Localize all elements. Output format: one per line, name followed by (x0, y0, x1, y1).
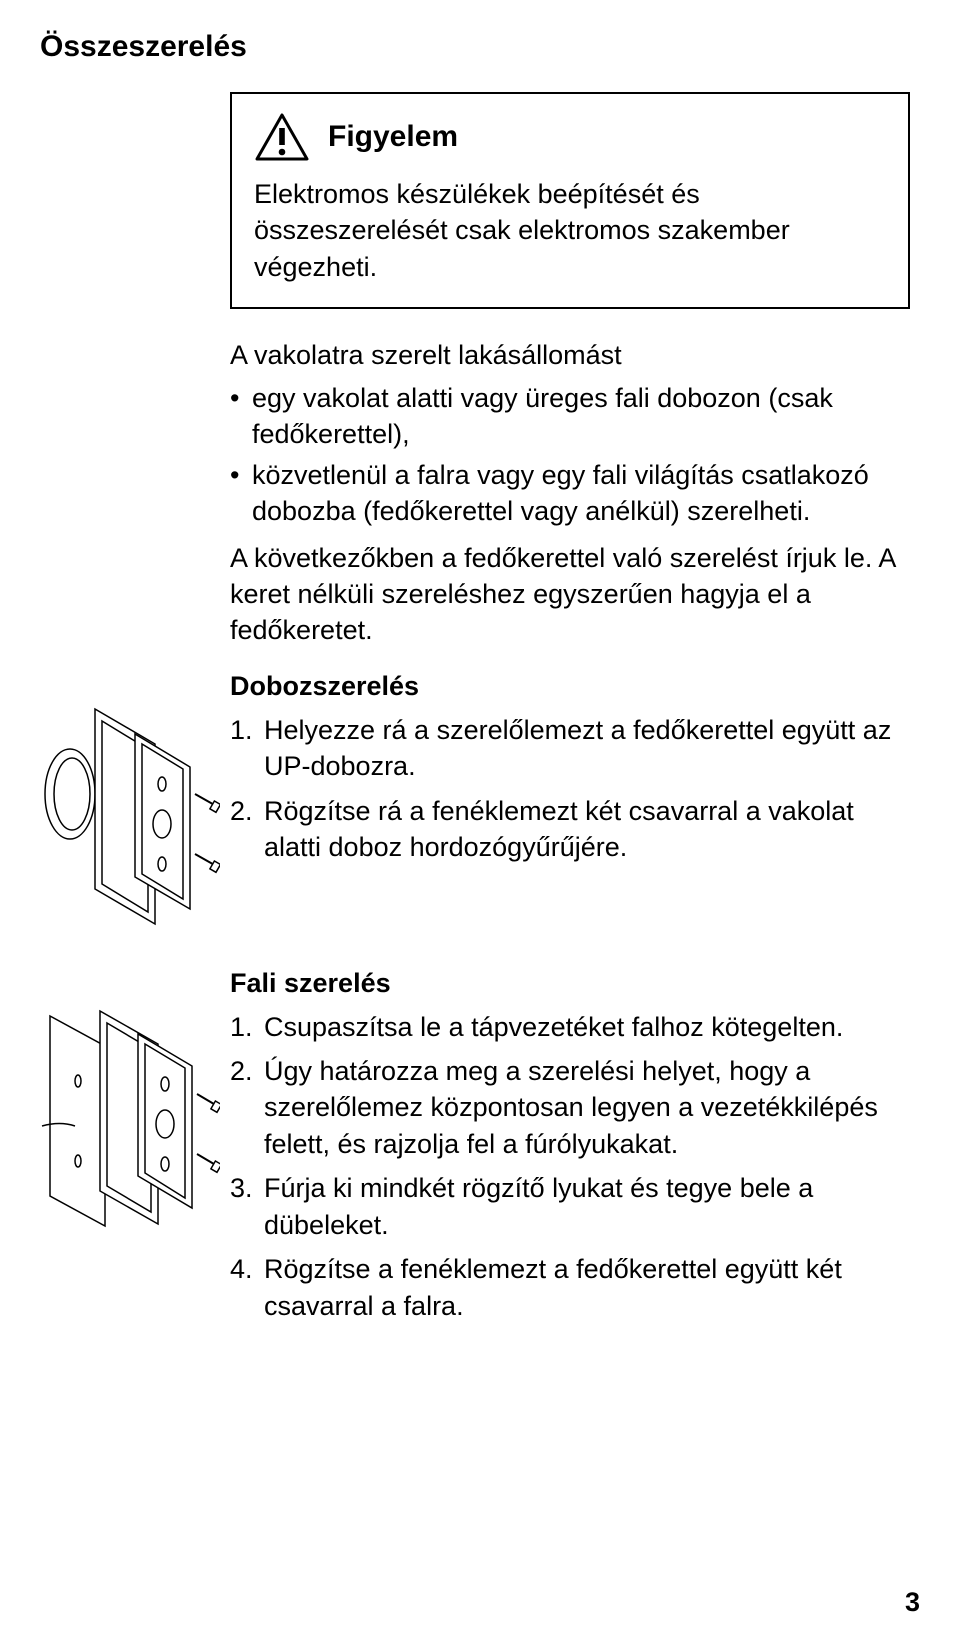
box-mount-steps: Helyezze rá a szerelőlemezt a fedőkerett… (230, 712, 910, 866)
box-mount-heading: Dobozszerelés (230, 671, 910, 702)
warning-header: Figyelem (254, 112, 886, 162)
box-mount-step-2: Rögzítse rá a fenéklemezt két csavarral … (230, 793, 910, 866)
warning-triangle-icon (254, 112, 310, 162)
box-mount-step-1: Helyezze rá a szerelőlemezt a fedőkerett… (230, 712, 910, 785)
wall-mount-step-2: Úgy határozza meg a szerelési helyet, ho… (230, 1053, 910, 1162)
warning-title: Figyelem (328, 120, 458, 154)
wall-mount-step-1: Csupaszítsa le a tápvezetéket falhoz köt… (230, 1009, 910, 1045)
wall-mount-section: Fali szerelés (230, 968, 910, 1325)
content-column: A vakolatra szerelt lakásállomást egy va… (230, 337, 910, 1324)
wall-mount-step-3: Fúrja ki mindkét rögzítő lyukat és tegye… (230, 1170, 910, 1243)
box-mount-illustration (40, 699, 220, 929)
intro-tail: A következőkben a fedőkerettel való szer… (230, 540, 910, 649)
intro-lead: A vakolatra szerelt lakásállomást (230, 337, 910, 373)
wall-mount-steps: Csupaszítsa le a tápvezetéket falhoz köt… (230, 1009, 910, 1325)
wall-mount-illustration (40, 996, 220, 1236)
warning-box: Figyelem Elektromos készülékek beépítésé… (230, 92, 910, 309)
warning-text: Elektromos készülékek beépítését és össz… (254, 176, 886, 285)
intro-bullets: egy vakolat alatti vagy üreges fali dobo… (230, 380, 910, 530)
intro-bullet-1: egy vakolat alatti vagy üreges fali dobo… (230, 380, 910, 453)
wall-mount-heading: Fali szerelés (230, 968, 910, 999)
page-number: 3 (905, 1587, 920, 1618)
wall-mount-step-4: Rögzítse a fenéklemezt a fedőkerettel eg… (230, 1251, 910, 1324)
intro-bullet-2: közvetlenül a falra vagy egy fali világí… (230, 457, 910, 530)
page-heading: Összeszerelés (40, 30, 920, 64)
box-mount-section: Dobozszerelés (230, 671, 910, 866)
